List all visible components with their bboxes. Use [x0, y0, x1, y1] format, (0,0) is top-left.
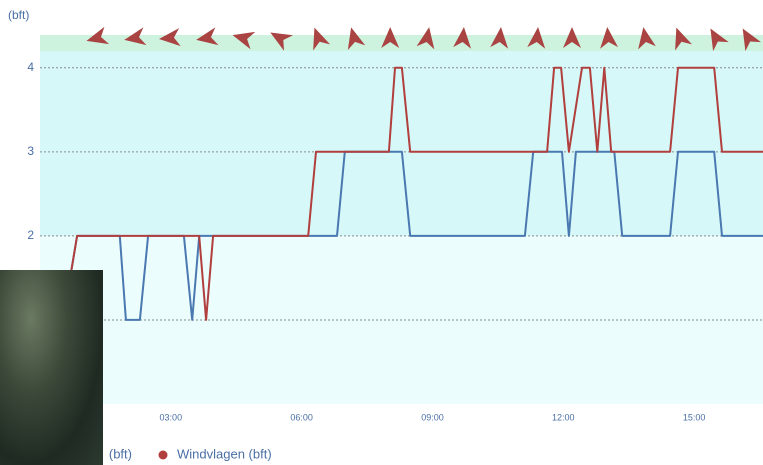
- wind-direction-arrow: [270, 32, 293, 51]
- wind-direction-arrow: [416, 27, 435, 50]
- wind-direction-arrow: [158, 28, 181, 47]
- wind-direction-arrow: [232, 31, 256, 50]
- wind-direction-arrow: [196, 27, 219, 46]
- wind-direction-arrow: [490, 27, 509, 49]
- wind-direction-arrow: [710, 28, 729, 52]
- y-tick-label: 4: [27, 60, 34, 74]
- wind-direction-arrow: [675, 27, 693, 51]
- x-tick-label: 12:00: [552, 412, 575, 422]
- series-line: [69, 66, 763, 321]
- wind-direction-arrow: [527, 27, 546, 49]
- wind-direction-arrow: [347, 27, 366, 50]
- wind-direction-arrow: [600, 27, 619, 49]
- photo-overlay: [0, 270, 103, 465]
- series-line: [69, 150, 763, 321]
- x-tick-label: 09:00: [421, 412, 444, 422]
- wind-direction-arrow: [86, 26, 110, 45]
- wind-direction-arrow: [381, 27, 400, 48]
- background-band: [40, 35, 763, 51]
- y-axis-label: (bft): [8, 8, 29, 22]
- wind-direction-arrow: [313, 27, 331, 51]
- wind-direction-arrow: [453, 27, 472, 49]
- y-tick-label: 3: [27, 144, 34, 158]
- x-tick-label: 03:00: [160, 412, 183, 422]
- wind-direction-arrow: [124, 27, 147, 46]
- background-band: [40, 50, 763, 236]
- legend-label: (bft): [109, 446, 132, 461]
- x-tick-label: 06:00: [290, 412, 313, 422]
- legend-label: Windvlagen (bft): [177, 446, 272, 461]
- wind-direction-arrow: [638, 27, 656, 50]
- x-tick-label: 15:00: [683, 412, 706, 422]
- y-tick-label: 2: [27, 228, 34, 242]
- legend-marker: [158, 450, 168, 460]
- wind-direction-arrow: [742, 28, 761, 52]
- wind-direction-arrow: [563, 27, 582, 48]
